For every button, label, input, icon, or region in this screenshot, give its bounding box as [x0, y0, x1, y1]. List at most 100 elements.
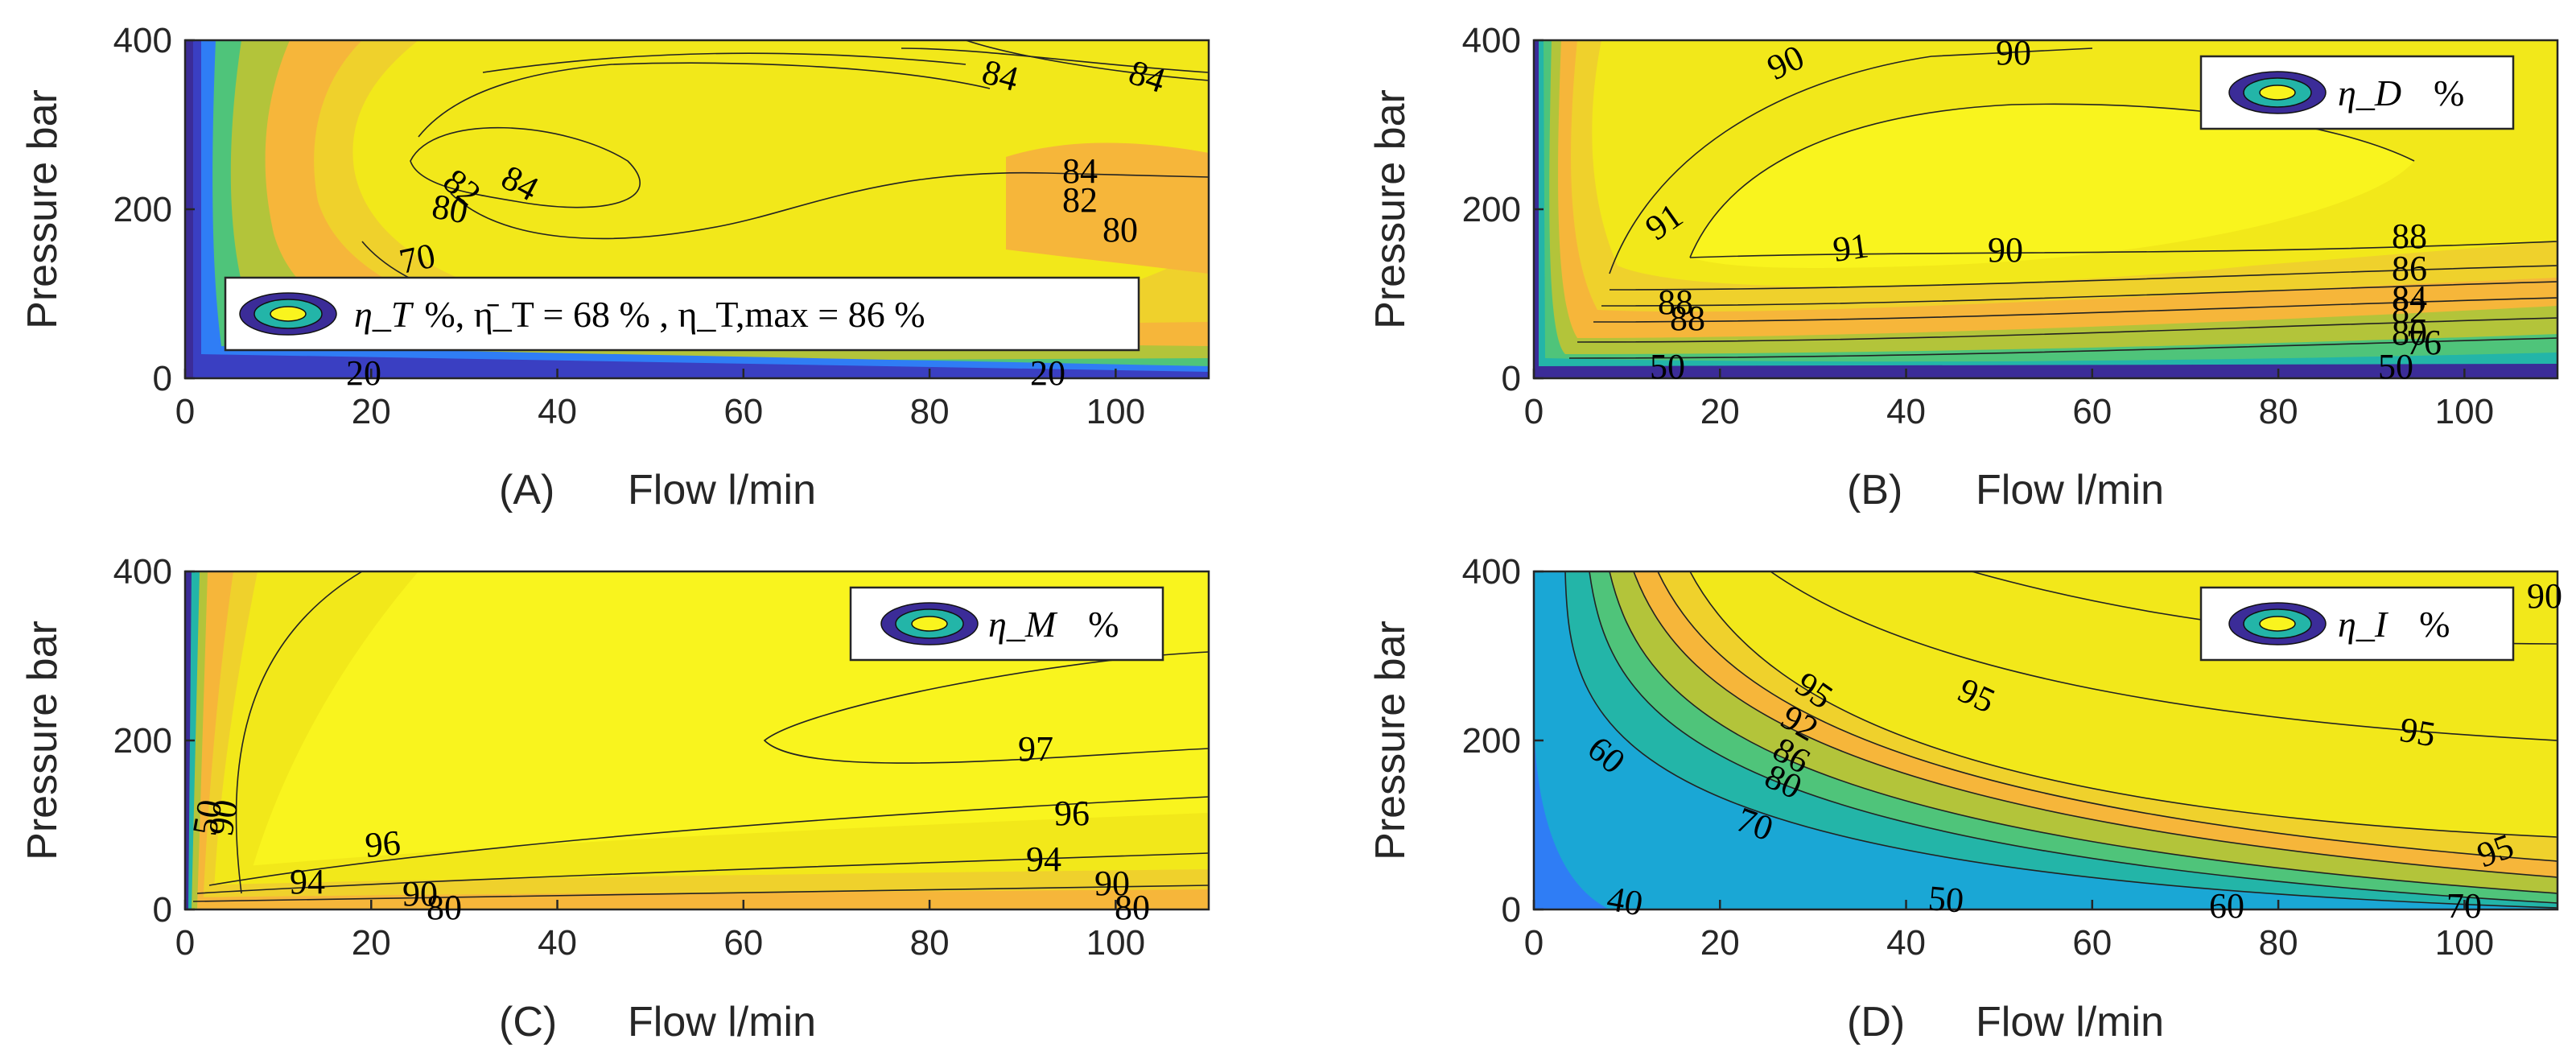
x-tick-label: 20 — [1700, 923, 1740, 963]
x-tick-label: 0 — [1524, 923, 1544, 963]
y-tick-label: 400 — [1462, 21, 1521, 60]
x-tick-label: 20 — [352, 923, 391, 963]
x-tick-label: 20 — [352, 392, 391, 431]
y-tick-label: 0 — [153, 890, 172, 930]
panel-d-ticks: 0 20 40 60 80 100 0 200 400 — [1462, 552, 2494, 963]
legend-label: η_D% — [2338, 72, 2464, 113]
x-tick-label: 80 — [910, 392, 950, 431]
panel-a-ylabel: Pressure bar — [19, 89, 66, 329]
contour-label: 95 — [2397, 710, 2438, 755]
contour-label: 80 — [1103, 210, 1138, 250]
contour-label: 80 — [2392, 313, 2427, 353]
x-tick-label: 40 — [1886, 392, 1926, 431]
contour-label: 88 — [1670, 299, 1705, 338]
contour-label: 82 — [1062, 180, 1098, 220]
panel-b-ylabel: Pressure bar — [1367, 89, 1414, 329]
x-tick-label: 40 — [1886, 923, 1926, 963]
x-tick-label: 40 — [538, 392, 577, 431]
contour-label: 88 — [1658, 282, 1693, 322]
contour-label: 82 — [2392, 291, 2427, 330]
contour-label: 20 — [346, 353, 381, 393]
panel-d-ylabel: Pressure bar — [1367, 621, 1414, 860]
contour-label: 90 — [201, 797, 246, 839]
contour-label: 96 — [1054, 794, 1090, 833]
contour-label: 90 — [2527, 576, 2562, 616]
panel-c-contour-fill — [185, 571, 1209, 909]
contour-label: 50 — [1650, 347, 1685, 386]
legend-contour-icon — [880, 602, 979, 645]
x-tick-label: 80 — [2259, 392, 2298, 431]
legend-label: η_T%, η̄_T = 68 % , η_T,max = 86 % — [354, 294, 925, 335]
legend-contour-icon — [2228, 602, 2327, 645]
contour-label: 76 — [2406, 323, 2442, 362]
contour-label: 90 — [1996, 33, 2031, 72]
y-tick-label: 200 — [1462, 721, 1521, 761]
x-tick-label: 100 — [2435, 392, 2494, 431]
x-tick-label: 60 — [723, 392, 763, 431]
x-tick-label: 0 — [175, 923, 195, 963]
contour-label: 96 — [364, 823, 402, 865]
y-tick-label: 400 — [113, 21, 172, 60]
contour-label: 70 — [2446, 886, 2482, 926]
contour-label: 94 — [290, 862, 325, 901]
x-tick-label: 0 — [1524, 392, 1544, 431]
panel-d-xlabel: Flow l/min — [1976, 999, 2164, 1045]
contour-label: 91 — [1831, 225, 1871, 270]
panel-c-caption: (C) — [499, 999, 557, 1045]
panel-c-legend: η_M% — [849, 586, 1164, 662]
contour-label: 90 — [1094, 864, 1130, 903]
contour-label: 20 — [1030, 353, 1065, 393]
contour-label: 60 — [2209, 886, 2244, 926]
x-tick-label: 60 — [2072, 392, 2112, 431]
contour-label: 84 — [2392, 278, 2427, 318]
y-tick-label: 200 — [1462, 190, 1521, 229]
y-tick-label: 200 — [113, 190, 172, 229]
contour-label: 50 — [185, 797, 230, 839]
x-tick-label: 60 — [2072, 923, 2112, 963]
x-tick-label: 40 — [538, 923, 577, 963]
x-tick-label: 100 — [1086, 923, 1145, 963]
panel-d-contour-fill — [1534, 571, 2557, 909]
legend-label: η_I% — [2338, 604, 2450, 645]
x-tick-label: 60 — [723, 923, 763, 963]
panel-b-caption: (B) — [1847, 467, 1902, 513]
panel-c-xlabel: Flow l/min — [628, 999, 816, 1045]
panel-a-legend-box — [224, 276, 1140, 352]
panel-a-caption: (A) — [499, 467, 554, 513]
legend-contour-icon — [239, 292, 337, 336]
y-tick-label: 0 — [1502, 359, 1521, 398]
y-tick-label: 0 — [153, 359, 172, 398]
contour-label: 50 — [2378, 347, 2413, 386]
panel-c-ticks: 0 20 40 60 80 100 0 200 400 — [113, 552, 1145, 963]
panel-a-legend: η_T%, η̄_T = 68 % , η_T,max = 86 % — [224, 276, 1140, 352]
y-tick-label: 200 — [113, 721, 172, 761]
panel-a-xlabel: Flow l/min — [628, 467, 816, 513]
panel-a-ticks: 0 20 40 60 80 100 0 200 400 — [113, 21, 1145, 431]
panel-b-legend: η_D% — [2199, 55, 2515, 130]
contour-label: 80 — [427, 888, 462, 927]
x-tick-label: 20 — [1700, 392, 1740, 431]
y-tick-label: 0 — [1502, 890, 1521, 930]
contour-label: 94 — [1026, 839, 1061, 879]
panel-b-xlabel: Flow l/min — [1976, 467, 2164, 513]
y-tick-label: 400 — [113, 552, 172, 592]
contour-label: 90 — [1988, 230, 2023, 270]
contour-label: 90 — [402, 874, 438, 913]
x-tick-label: 80 — [2259, 923, 2298, 963]
contour-label: 97 — [1018, 729, 1053, 769]
contour-label: 40 — [1604, 879, 1646, 924]
x-tick-label: 0 — [175, 392, 195, 431]
contour-label: 84 — [1062, 151, 1098, 191]
x-tick-label: 80 — [910, 923, 950, 963]
contour-label: 80 — [1115, 888, 1150, 927]
legend-contour-icon — [2228, 71, 2327, 114]
y-tick-label: 400 — [1462, 552, 1521, 592]
legend-label: η_M% — [988, 604, 1119, 645]
x-tick-label: 100 — [1086, 392, 1145, 431]
x-tick-label: 100 — [2435, 923, 2494, 963]
panel-d-caption: (D) — [1847, 999, 1905, 1045]
